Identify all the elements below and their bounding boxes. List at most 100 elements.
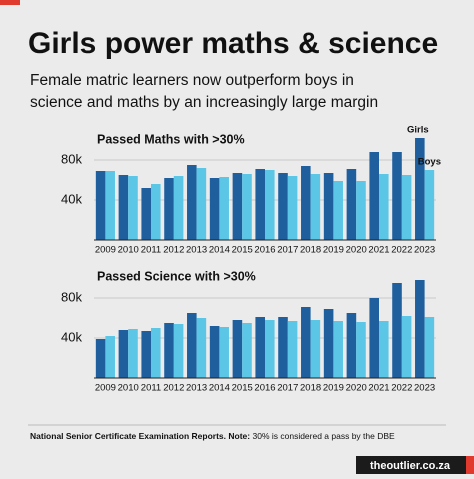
bar [95,339,106,378]
bar [265,170,275,240]
bar [187,313,197,378]
bar [415,280,425,378]
bar [105,171,115,240]
bar [173,324,184,378]
x-tick-label: 2015 [232,245,253,256]
x-tick-label: 2009 [95,245,116,256]
bar [141,331,151,378]
x-tick-label: 2022 [391,383,412,394]
accent-bar [0,0,20,5]
bar [323,309,334,378]
bar [164,323,174,378]
bar [310,320,321,378]
bar [346,313,357,378]
chart-title: Passed Science with >30% [97,269,256,283]
x-tick-label: 2016 [254,383,275,394]
bar [278,317,288,378]
x-tick-label: 2020 [346,245,367,256]
bar [209,178,220,240]
bar [265,320,275,378]
bar [323,173,334,240]
bar [301,307,311,378]
bar [232,173,243,240]
bar [187,165,197,240]
x-tick-label: 2019 [323,383,344,394]
x-tick-label: 2017 [277,245,298,256]
bar [287,176,298,240]
x-tick-label: 2018 [300,383,321,394]
legend-label: Boys [418,157,441,168]
bar [401,175,412,240]
x-tick-label: 2019 [323,245,344,256]
bar [173,176,184,240]
bar [401,316,412,378]
bar [415,138,425,240]
bar [95,171,106,240]
bar [242,174,252,240]
x-tick-label: 2012 [163,383,184,394]
bar [287,321,298,378]
x-tick-label: 2023 [414,245,435,256]
brand-accent [466,456,474,474]
y-tick-label: 40k [61,191,82,206]
x-tick-label: 2010 [118,245,139,256]
bar [141,188,151,240]
bar [346,169,357,240]
y-tick-label: 80k [61,289,82,304]
x-tick-label: 2021 [368,383,389,394]
brand: theoutlier.co.za [370,460,451,472]
x-tick-label: 2015 [232,383,253,394]
subtitle: Female matric learners now outperform bo… [30,72,354,89]
bar [151,328,161,378]
y-tick-label: 80k [61,151,82,166]
x-tick-label: 2014 [209,383,230,394]
bar [392,283,402,378]
x-tick-label: 2020 [346,383,367,394]
bar [379,321,389,378]
bar [424,317,435,378]
x-tick-label: 2022 [391,245,412,256]
bar [118,175,129,240]
bar [196,168,207,240]
bar [151,184,161,240]
source: National Senior Certificate Examination … [30,431,250,441]
bar [219,177,229,240]
x-tick-label: 2010 [118,383,139,394]
bar [105,336,115,378]
x-tick-label: 2012 [163,245,184,256]
bar [333,321,343,378]
note: 30% is considered a pass by the DBE [252,431,395,441]
bar [219,327,229,378]
x-tick-label: 2021 [368,245,389,256]
bar [356,181,366,240]
x-tick-label: 2013 [186,245,207,256]
y-tick-label: 40k [61,329,82,344]
bar [333,181,343,240]
bar [356,322,366,378]
x-tick-label: 2016 [254,245,275,256]
brand-box [356,456,474,474]
bar [242,323,252,378]
bar [310,174,321,240]
footer: National Senior Certificate Examination … [30,431,395,441]
bar [209,326,220,378]
bar [164,178,174,240]
x-tick-label: 2017 [277,383,298,394]
bar [369,152,379,240]
x-tick-label: 2009 [95,383,116,394]
bar [379,174,389,240]
title: Girls power maths & science [28,27,438,60]
legend-label: Girls [407,125,429,136]
x-tick-label: 2014 [209,245,230,256]
bar [278,173,288,240]
bar [128,176,138,240]
bar [196,318,207,378]
bar [369,298,379,378]
x-tick-label: 2018 [300,245,321,256]
bar [232,320,243,378]
bar [301,166,311,240]
bar [255,169,265,240]
bar [255,317,265,378]
bar [392,152,402,240]
